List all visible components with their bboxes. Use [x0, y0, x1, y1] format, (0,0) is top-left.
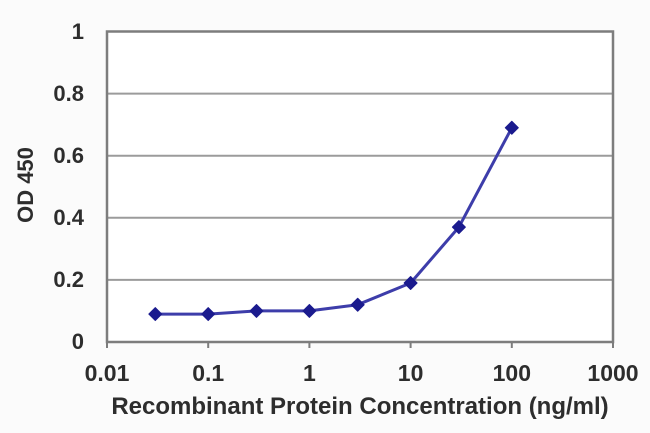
data-point-marker — [148, 307, 163, 322]
x-tick-label: 0.01 — [84, 360, 130, 386]
x-tick-label: 1 — [302, 360, 316, 386]
y-tick-label: 0.2 — [53, 266, 84, 292]
x-tick-label: 10 — [397, 360, 424, 386]
y-tick-label: 0.6 — [53, 142, 84, 168]
x-axis-title: Recombinant Protein Concentration (ng/ml… — [111, 393, 609, 420]
y-tick-label: 0 — [71, 329, 84, 354]
y-tick-label: 0.8 — [53, 80, 84, 106]
x-tick-label: 0.1 — [192, 360, 225, 386]
data-point-marker — [302, 303, 317, 318]
plot-background — [107, 31, 613, 342]
data-point-marker — [451, 220, 466, 235]
data-point-marker — [504, 120, 519, 135]
data-point-marker — [249, 303, 264, 318]
series-line — [153, 126, 514, 316]
data-point-marker — [350, 297, 365, 312]
x-tick-label: 100 — [492, 360, 531, 386]
y-tick-label: 0.4 — [53, 204, 84, 230]
y-tick-label: 1 — [71, 18, 84, 44]
plot-frame — [105, 30, 615, 344]
x-tick-label: 1000 — [587, 360, 639, 386]
data-point-marker — [403, 276, 418, 291]
data-point-marker — [201, 307, 216, 322]
